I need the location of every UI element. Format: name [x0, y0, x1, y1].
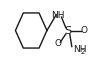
Text: O: O — [80, 26, 87, 35]
Text: O: O — [55, 39, 62, 48]
Text: NH: NH — [73, 45, 87, 54]
Text: 2: 2 — [81, 49, 85, 55]
Text: NH: NH — [51, 11, 65, 20]
Text: S: S — [65, 25, 72, 36]
